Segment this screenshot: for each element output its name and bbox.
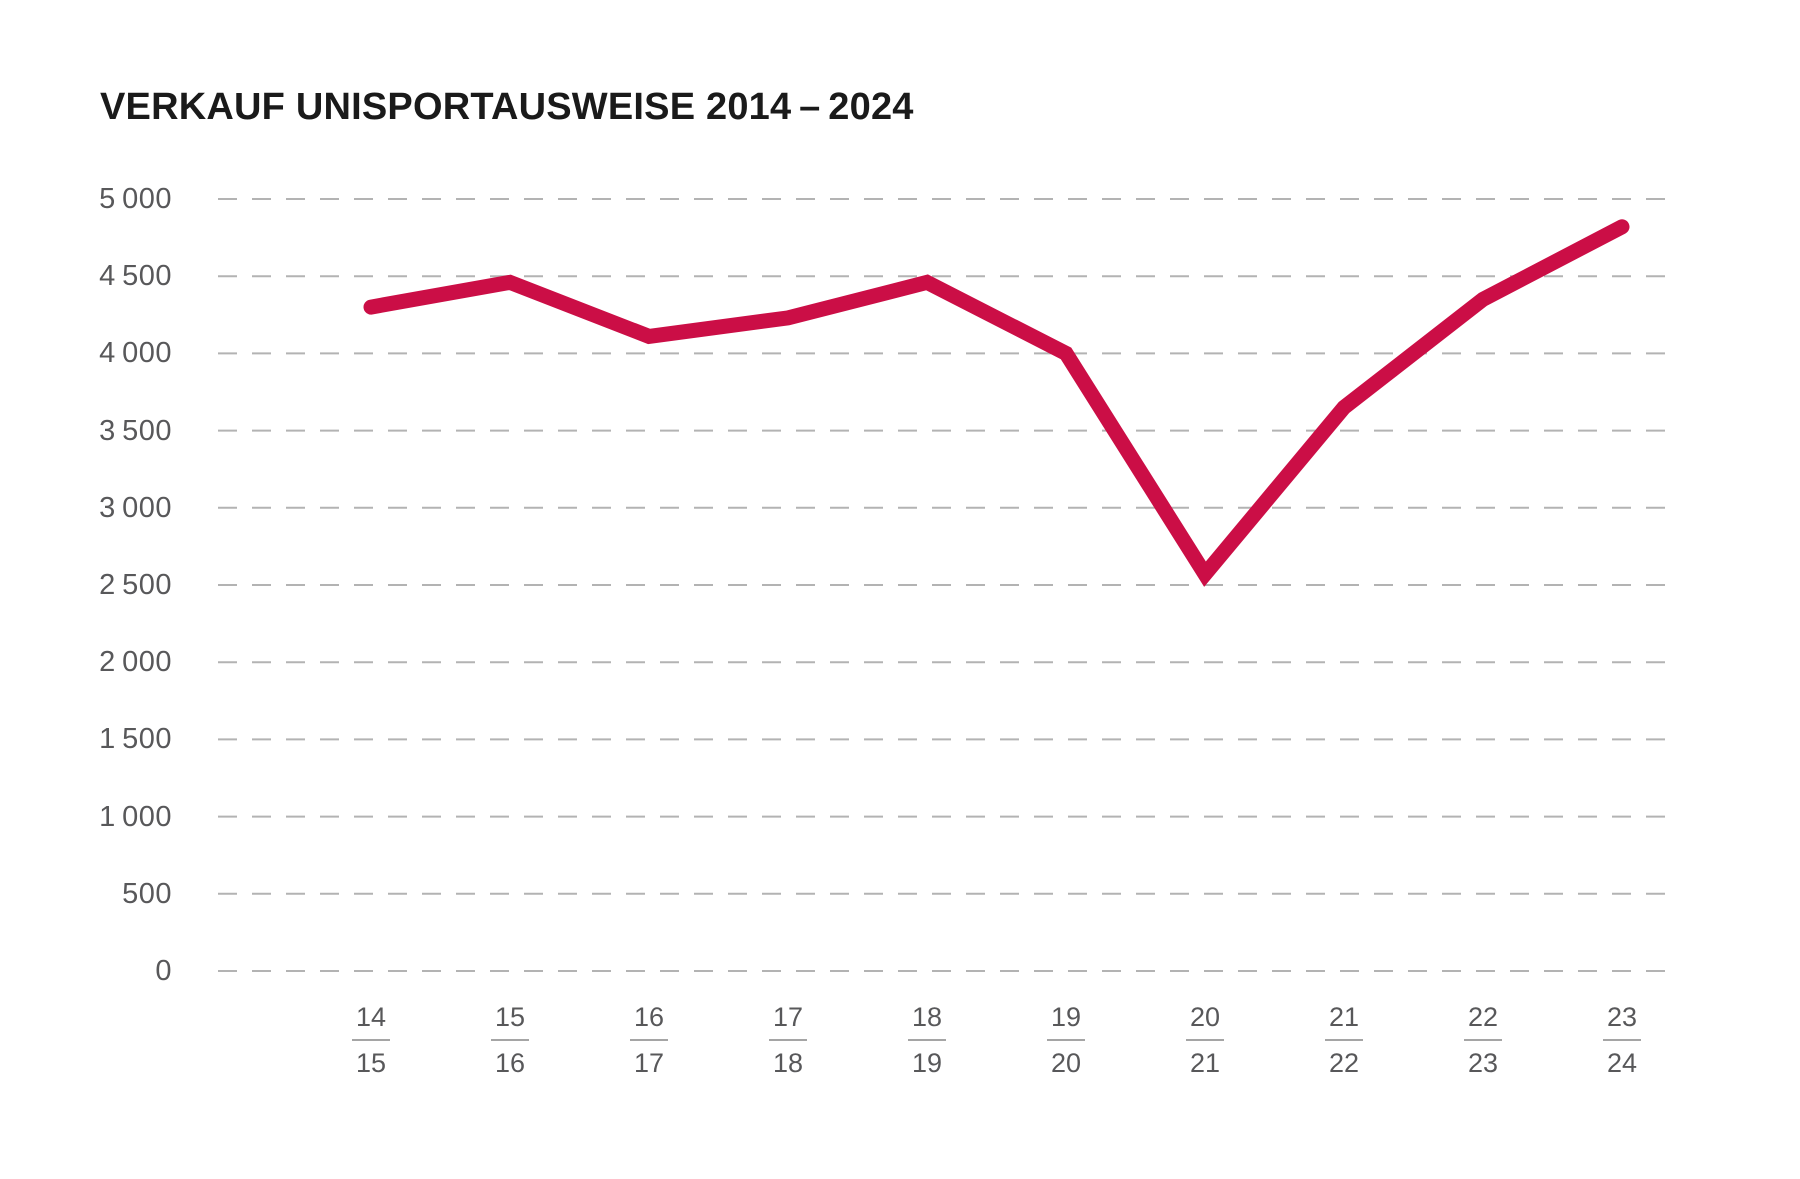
y-tick-label: 5 000	[99, 183, 172, 215]
x-tick-fraction-bar	[769, 1039, 807, 1041]
x-tick-bottom-number: 20	[1050, 1048, 1082, 1078]
y-tick-label: 3 500	[99, 414, 172, 447]
x-tick-top-number: 14	[355, 1002, 387, 1032]
x-tick-label: 14 15	[326, 1002, 416, 1079]
x-tick-label: 22 23	[1438, 1002, 1528, 1079]
y-tick-label: 3 000	[99, 491, 172, 524]
x-tick-label: 15 16	[465, 1002, 555, 1079]
x-tick-fraction-bar	[491, 1039, 529, 1041]
data-line	[363, 219, 1630, 587]
x-tick-fraction-bar	[1186, 1039, 1224, 1041]
x-tick-label: 20 21	[1160, 1002, 1250, 1079]
x-tick-bottom-number: 23	[1467, 1048, 1499, 1078]
x-tick-bottom-number: 21	[1189, 1048, 1221, 1078]
x-tick-fraction-bar	[1047, 1039, 1085, 1041]
x-tick-label: 23 24	[1577, 1002, 1667, 1079]
x-tick-fraction-bar	[630, 1039, 668, 1041]
x-tick-bottom-number: 15	[355, 1048, 387, 1078]
x-tick-bottom-number: 16	[494, 1048, 526, 1078]
x-tick-top-number: 23	[1606, 1002, 1638, 1032]
x-tick-top-number: 18	[911, 1002, 943, 1032]
y-tick-label: 2 500	[99, 569, 172, 601]
x-tick-fraction-bar	[1603, 1039, 1641, 1041]
y-tick-label: 1 000	[99, 800, 172, 833]
x-tick-bottom-number: 17	[633, 1048, 665, 1078]
x-tick-bottom-number: 24	[1606, 1048, 1638, 1078]
x-tick-top-number: 19	[1050, 1002, 1082, 1032]
x-tick-fraction-bar	[1325, 1039, 1363, 1041]
x-tick-fraction-bar	[352, 1039, 390, 1041]
y-tick-label: 500	[122, 877, 172, 910]
x-tick-top-number: 16	[633, 1002, 665, 1032]
x-tick-bottom-number: 18	[772, 1048, 804, 1078]
gridlines-group	[218, 198, 1672, 972]
y-tick-label: 4 000	[99, 337, 172, 370]
y-tick-label: 2 000	[99, 646, 172, 679]
x-tick-label: 16 17	[604, 1002, 694, 1079]
x-tick-fraction-bar	[908, 1039, 946, 1041]
x-tick-label: 21 22	[1299, 1002, 1389, 1079]
x-tick-bottom-number: 19	[911, 1048, 943, 1078]
x-tick-top-number: 22	[1467, 1002, 1499, 1032]
x-tick-label: 17 18	[743, 1002, 833, 1079]
y-tick-label: 1 500	[99, 723, 172, 756]
y-tick-label: 4 500	[99, 260, 172, 293]
chart-title: VERKAUF UNISPORTAUSWEISE 2014 – 2024	[100, 86, 914, 128]
x-tick-label: 19 20	[1021, 1002, 1111, 1079]
x-tick-top-number: 17	[772, 1002, 804, 1032]
y-tick-label: 0	[155, 955, 172, 987]
x-tick-bottom-number: 22	[1328, 1048, 1360, 1078]
x-tick-fraction-bar	[1464, 1039, 1502, 1041]
x-tick-top-number: 15	[494, 1002, 526, 1032]
x-tick-label: 18 19	[882, 1002, 972, 1079]
x-tick-top-number: 21	[1328, 1002, 1360, 1032]
x-tick-top-number: 20	[1189, 1002, 1221, 1032]
